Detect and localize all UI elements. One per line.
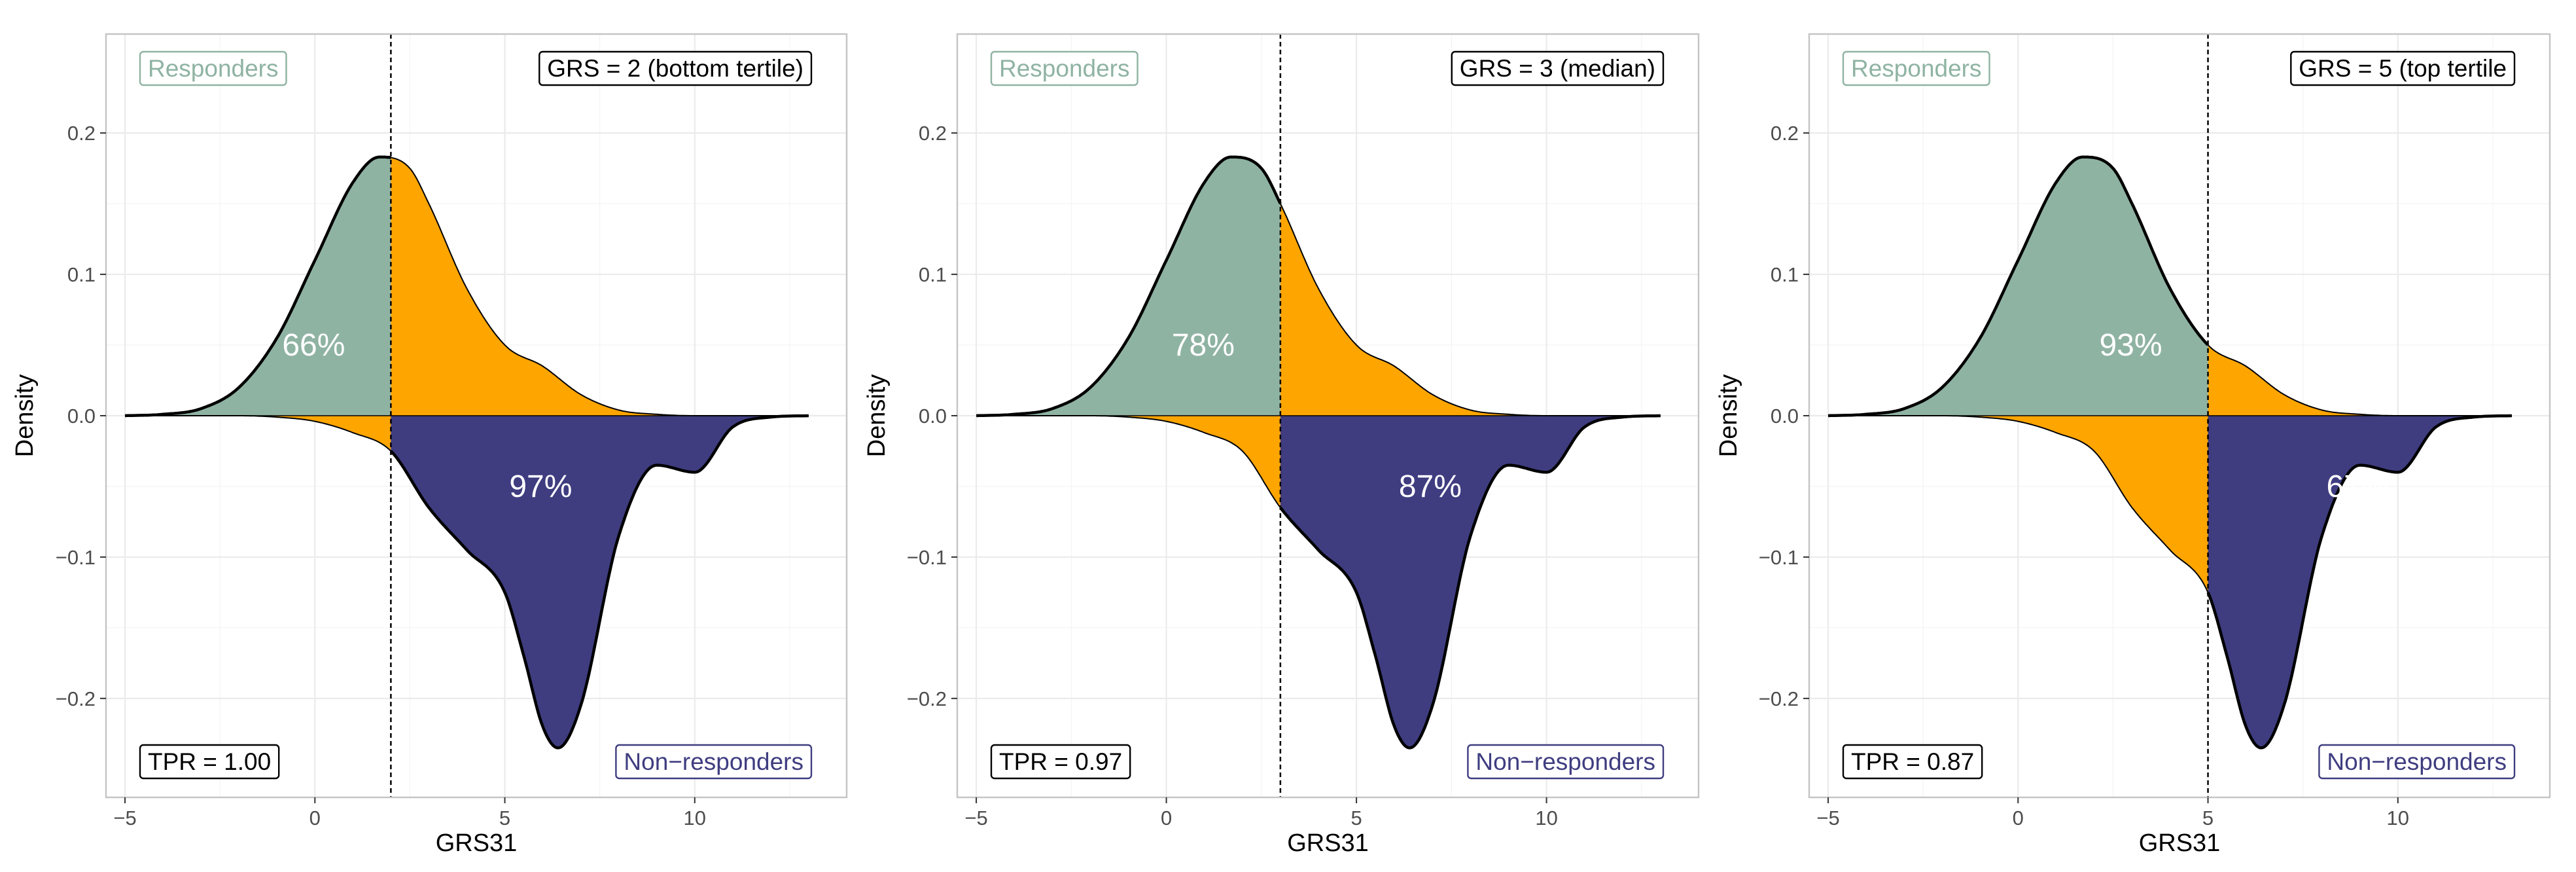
x-tick-label: 5 bbox=[1350, 807, 1362, 829]
responders-label-box-frame bbox=[990, 50, 1138, 86]
grs-threshold-label-box-frame bbox=[1451, 50, 1665, 86]
nonresponders-misclassified-area bbox=[125, 416, 391, 451]
y-tick-label: −0.2 bbox=[907, 687, 947, 710]
grs-threshold-label-box: GRS = 3 (median) bbox=[1451, 50, 1665, 86]
x-tick-label: 10 bbox=[2387, 807, 2409, 829]
responders-misclassified-area bbox=[391, 157, 809, 416]
tpr-label-box-text: TPR = 1.00 bbox=[148, 748, 271, 775]
y-tick-label: 0.0 bbox=[67, 405, 96, 427]
grs-threshold-label-box-text: GRS = 3 (median) bbox=[1460, 55, 1655, 82]
x-tick-label: 5 bbox=[2202, 807, 2214, 829]
x-axis-title: GRS31 bbox=[2139, 829, 2221, 857]
responders-label-box-text: Responders bbox=[999, 55, 1130, 82]
x-tick-label: 0 bbox=[309, 807, 321, 829]
y-axis-title: Density bbox=[863, 374, 891, 458]
y-tick-label: 0.2 bbox=[919, 122, 947, 145]
responder-pct-label: 93% bbox=[2099, 328, 2162, 363]
nonresponders-label-box-text: Non−responders bbox=[624, 748, 803, 775]
nonresponder-pct-label: 87% bbox=[1399, 469, 1462, 504]
grs-threshold-label-box: GRS = 5 (top tertile bbox=[2290, 50, 2516, 86]
responders-label-box: Responders bbox=[139, 50, 287, 86]
tpr-label-box-frame bbox=[139, 744, 280, 780]
y-tick-label: 0.2 bbox=[1771, 122, 1799, 145]
nonresponders-misclassified-area bbox=[1828, 416, 2208, 592]
nonresponders-curve-bold bbox=[1279, 414, 1661, 750]
x-axis-title: GRS31 bbox=[1287, 829, 1369, 857]
tpr-label-box-frame bbox=[990, 744, 1131, 780]
responders-label-box-frame bbox=[1842, 50, 1990, 86]
responders-curve-bold bbox=[976, 155, 1282, 418]
density-panel-2: 78% 87% −5 0 5 10 −0.2 −0.1 0.0 0.1 0.2 GRS31 Densit… bbox=[863, 33, 1700, 857]
y-axis-title: Density bbox=[1715, 374, 1742, 458]
responders-label-box-text: Responders bbox=[1851, 55, 1982, 82]
y-tick-label: −0.2 bbox=[1759, 687, 1799, 710]
responder-pct-label: 66% bbox=[282, 328, 345, 363]
grs-threshold-label-box-text: GRS = 2 (bottom tertile) bbox=[547, 55, 803, 82]
nonresponders-label-box-frame bbox=[615, 744, 813, 780]
tpr-label-box: TPR = 1.00 bbox=[139, 744, 280, 780]
responders-misclassified-area bbox=[2208, 345, 2512, 416]
tpr-label-box-text: TPR = 0.87 bbox=[1851, 748, 1974, 775]
responder-pct-label: 78% bbox=[1172, 328, 1235, 363]
x-tick-label: 10 bbox=[1535, 807, 1557, 829]
responders-curve-bold bbox=[124, 155, 391, 418]
tpr-label-box-frame bbox=[1842, 744, 1983, 780]
nonresponders-label-box-frame bbox=[2318, 744, 2516, 780]
y-tick-label: 0.1 bbox=[919, 263, 947, 286]
x-tick-label: 0 bbox=[2013, 807, 2024, 829]
y-tick-label: 0.1 bbox=[1771, 263, 1799, 286]
grs-threshold-label-box: GRS = 2 (bottom tertile) bbox=[538, 50, 813, 86]
nonresponders-label-box: Non−responders bbox=[615, 744, 813, 780]
responders-curve-bold bbox=[1827, 155, 2210, 418]
y-tick-label: −0.1 bbox=[56, 546, 96, 569]
density-panel-1: 66% 97% −5 0 5 10 −0.2 −0.1 0.0 0.1 0.2 GRS31 Densit… bbox=[11, 33, 848, 857]
responders-true-area bbox=[1828, 156, 2208, 416]
nonresponder-pct-label: 97% bbox=[509, 469, 572, 504]
nonresponders-label-box: Non−responders bbox=[2318, 744, 2516, 780]
responders-misclassified-area bbox=[1280, 204, 1661, 416]
nonresponders-label-box-frame bbox=[1467, 744, 1665, 780]
x-axis-title: GRS31 bbox=[436, 829, 518, 857]
y-tick-label: 0.2 bbox=[67, 122, 96, 145]
y-tick-label: −0.1 bbox=[907, 546, 947, 569]
x-tick-label: 5 bbox=[499, 807, 510, 829]
nonresponders-label-box-text: Non−responders bbox=[2327, 748, 2507, 775]
y-tick-label: 0.0 bbox=[1771, 405, 1799, 427]
responders-true-area bbox=[976, 156, 1280, 416]
grs-threshold-label-box-frame bbox=[538, 50, 813, 86]
y-tick-label: 0.0 bbox=[919, 405, 947, 427]
y-tick-label: −0.1 bbox=[1759, 546, 1799, 569]
responders-label-box: Responders bbox=[1842, 50, 1990, 86]
nonresponders-curve-bold bbox=[389, 414, 809, 750]
tpr-label-box: TPR = 0.97 bbox=[990, 744, 1131, 780]
nonresponders-label-box: Non−responders bbox=[1467, 744, 1665, 780]
responders-label-box: Responders bbox=[990, 50, 1138, 86]
nonresponders-true-area bbox=[1280, 416, 1661, 748]
x-tick-label: −5 bbox=[964, 807, 987, 829]
x-tick-label: −5 bbox=[1816, 807, 1839, 829]
x-tick-label: 0 bbox=[1161, 807, 1172, 829]
y-tick-label: 0.1 bbox=[67, 263, 96, 286]
tpr-label-box-text: TPR = 0.97 bbox=[999, 748, 1122, 775]
nonresponders-label-box-text: Non−responders bbox=[1475, 748, 1655, 775]
density-panel-3: 93% 67% −5 0 5 10 −0.2 −0.1 0.0 0.1 0.2 GRS31 Densit… bbox=[1715, 33, 2551, 857]
y-tick-label: −0.2 bbox=[56, 687, 96, 710]
responders-label-box-text: Responders bbox=[148, 55, 279, 82]
nonresponders-true-area bbox=[2208, 416, 2512, 748]
grs-threshold-label-box-text: GRS = 5 (top tertile bbox=[2299, 55, 2507, 82]
x-tick-label: −5 bbox=[113, 807, 136, 829]
nonresponders-curve-bold bbox=[2206, 414, 2512, 750]
nonresponders-misclassified-area bbox=[976, 416, 1280, 508]
responders-label-box-frame bbox=[139, 50, 287, 86]
tpr-label-box: TPR = 0.87 bbox=[1842, 744, 1983, 780]
x-tick-label: 10 bbox=[684, 807, 706, 829]
nonresponders-true-area bbox=[391, 416, 809, 748]
responders-true-area bbox=[125, 156, 391, 416]
nonresponder-pct-label: 67% bbox=[2326, 469, 2389, 504]
y-axis-title: Density bbox=[11, 374, 39, 458]
grs-threshold-label-box-frame bbox=[2290, 50, 2516, 86]
